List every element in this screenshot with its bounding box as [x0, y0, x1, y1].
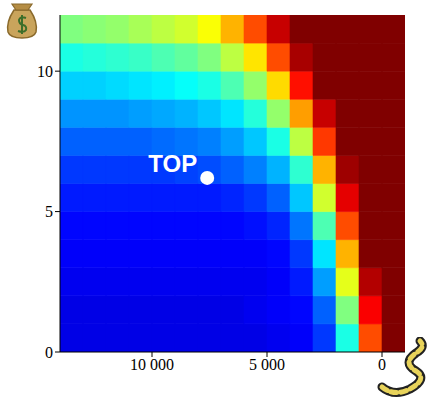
svg-text:5: 5	[45, 203, 53, 220]
svg-text:TOP: TOP	[148, 150, 197, 177]
svg-text:0: 0	[45, 344, 53, 361]
svg-text:5 000: 5 000	[249, 356, 285, 373]
svg-text:0: 0	[378, 356, 386, 373]
svg-text:10: 10	[37, 63, 53, 80]
svg-text:10 000: 10 000	[130, 356, 174, 373]
